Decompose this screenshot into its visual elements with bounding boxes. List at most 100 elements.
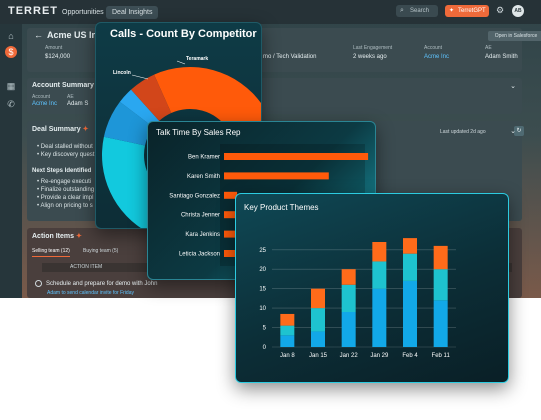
ae-label: AE bbox=[485, 45, 492, 51]
category-label: Karen Smith bbox=[187, 174, 220, 180]
account-summary-ae-label: AE bbox=[67, 94, 74, 100]
chart-title: Talk Time By Sales Rep bbox=[156, 128, 241, 137]
bar-segment bbox=[433, 300, 448, 347]
bar-segment bbox=[280, 325, 295, 336]
next-step-item: • Provide a clear impl bbox=[37, 195, 94, 201]
refresh-icon[interactable]: ↻ bbox=[514, 126, 524, 136]
bar bbox=[224, 191, 238, 199]
bar-segment bbox=[341, 269, 356, 285]
back-arrow-icon[interactable]: ← bbox=[34, 30, 43, 40]
bar-segment bbox=[311, 288, 325, 309]
bar-segment bbox=[311, 308, 325, 332]
x-tick-label: Jan 29 bbox=[370, 353, 389, 359]
pie-leader-line bbox=[131, 74, 149, 80]
amount-label: Amount bbox=[45, 45, 63, 51]
action-item-row[interactable]: Schedule and prepare for demo with John bbox=[35, 280, 157, 287]
terretgpt-button[interactable]: ✦ TerretGPT bbox=[445, 5, 489, 17]
last-engagement-value: 2 weeks ago bbox=[353, 54, 387, 60]
chevron-down-icon[interactable]: ⌄ bbox=[510, 128, 516, 135]
key-product-themes-panel: Key Product Themes 0 5 10 15 20 25 Jan 8 Jan 15… bbox=[235, 193, 509, 383]
gear-icon[interactable]: ⚙ bbox=[496, 5, 505, 15]
x-tick-label: 8 bbox=[222, 279, 226, 280]
action-item-subtext: Adam to send calendar invite for Friday bbox=[47, 290, 134, 296]
radio-icon[interactable] bbox=[35, 280, 42, 287]
bar-segment bbox=[433, 269, 448, 301]
bar-segment bbox=[403, 280, 417, 347]
chevron-down-icon[interactable]: ⌄ bbox=[510, 83, 516, 90]
next-step-item: • Finalize outstanding bbox=[37, 187, 95, 193]
pie-slice bbox=[131, 74, 172, 121]
last-updated-text: Last updated 2d ago bbox=[440, 129, 486, 135]
deal-summary-bullet: • Deal stalled without bbox=[37, 144, 93, 150]
y-tick-label: 10 bbox=[259, 306, 266, 312]
deals-icon[interactable]: $ bbox=[5, 46, 17, 58]
next-steps-title: Next Steps Identified bbox=[32, 168, 92, 174]
y-tick-label: 15 bbox=[259, 287, 266, 293]
search-icon: ⌕ bbox=[400, 7, 404, 14]
bar-segment bbox=[341, 312, 356, 347]
tab-selling-team[interactable]: Selling team (12) bbox=[32, 248, 70, 257]
account-summary-account-link[interactable]: Acme Inc bbox=[32, 101, 58, 107]
search-placeholder: Search bbox=[410, 8, 430, 14]
action-item-text: Schedule and prepare for demo with John bbox=[46, 281, 158, 288]
last-engagement-label: Last Engagement bbox=[353, 45, 393, 51]
deal-summary-title: Deal Summary ✦ bbox=[32, 126, 89, 133]
phone-icon[interactable]: ✆ bbox=[7, 99, 15, 109]
bar bbox=[224, 172, 329, 180]
sparkle-icon: ✦ bbox=[449, 8, 455, 14]
deal-summary-bullet: • Key discovery quest bbox=[37, 152, 95, 158]
chart-title: Key Product Themes bbox=[244, 203, 319, 212]
bar-segment bbox=[280, 313, 295, 326]
account-summary-title: Account Summary bbox=[32, 82, 94, 89]
pie-slice bbox=[119, 89, 160, 128]
bar-segment bbox=[372, 242, 387, 262]
bar-segment bbox=[403, 238, 417, 254]
bar-segment bbox=[372, 261, 387, 289]
terretgpt-label: TerretGPT bbox=[458, 8, 486, 14]
bar-segment bbox=[372, 288, 387, 347]
bar bbox=[224, 250, 238, 257]
y-tick-label: 0 bbox=[263, 345, 267, 351]
next-step-item: • Align on pricing to s bbox=[37, 203, 93, 209]
action-items-title: Action Items ✦ bbox=[32, 233, 82, 240]
x-tick-label: Jan 15 bbox=[309, 353, 328, 359]
next-step-item: • Re-engage executi bbox=[37, 179, 92, 185]
opportunity-title: ← Acme US Inc N bbox=[34, 30, 111, 40]
y-tick-label: 5 bbox=[263, 326, 267, 332]
bar-segment bbox=[433, 245, 448, 270]
buildings-icon[interactable]: ▦ bbox=[6, 81, 16, 91]
category-label: Kara Jenkins bbox=[185, 232, 220, 238]
bar bbox=[224, 211, 238, 219]
pie-leader-line bbox=[176, 60, 186, 65]
amount-value: $124,000 bbox=[45, 54, 71, 60]
sparkle-icon: ✦ bbox=[82, 126, 89, 133]
home-icon[interactable]: ⌂ bbox=[8, 31, 14, 41]
category-label: Ben Kramer bbox=[188, 155, 220, 161]
y-tick-label: 25 bbox=[259, 248, 266, 254]
opportunity-name: Acme US Inc N bbox=[47, 30, 112, 40]
left-nav-rail: ⌂ $ ▦ ✆ bbox=[0, 24, 22, 298]
stage-value: mo / Tech Validation bbox=[263, 54, 317, 60]
pie-slice bbox=[103, 101, 154, 146]
bar-segment bbox=[341, 284, 356, 312]
bar-segment bbox=[403, 253, 417, 281]
search-input[interactable]: ⌕ Search bbox=[396, 5, 438, 17]
open-in-salesforce-button[interactable]: Open in Salesforce bbox=[488, 31, 541, 41]
account-summary-account-label: Account bbox=[32, 94, 51, 100]
category-label: Santiago Gonzalez bbox=[169, 193, 220, 199]
bar-segment bbox=[280, 335, 295, 347]
stacked-bar-chart: 0 5 10 15 20 25 Jan 8 Jan 15 Jan 22 Jan 29 Feb 4 Fe… bbox=[259, 238, 456, 359]
avatar[interactable]: AB bbox=[512, 5, 524, 17]
top-bar: TERRET Opportunities Deal Insights ⌕ Sea… bbox=[0, 0, 541, 24]
x-tick-label: Feb 4 bbox=[402, 353, 418, 359]
y-tick-label: 20 bbox=[259, 267, 266, 273]
x-tick-label: Jan 22 bbox=[340, 353, 359, 359]
category-label: Leticia Jackson bbox=[179, 252, 220, 258]
chart-title: Calls - Count By Competitor bbox=[110, 28, 257, 40]
tab-deal-insights[interactable]: Deal Insights bbox=[106, 6, 159, 19]
account-link[interactable]: Acme Inc bbox=[424, 54, 450, 60]
x-tick-label: Jan 8 bbox=[280, 353, 295, 359]
tab-opportunities[interactable]: Opportunities bbox=[62, 9, 104, 16]
tab-buying-team[interactable]: Buying team (5) bbox=[83, 248, 119, 254]
x-tick-label: Feb 11 bbox=[432, 353, 451, 359]
